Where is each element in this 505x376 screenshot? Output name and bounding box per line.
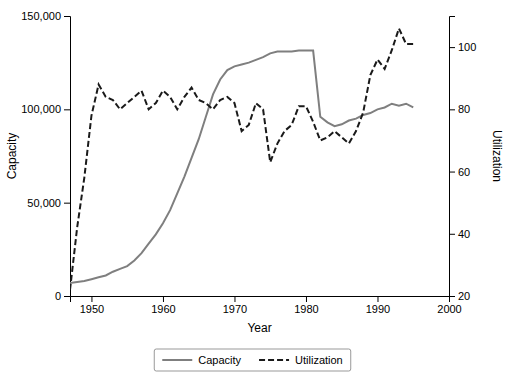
tick-label: 1990 — [366, 303, 390, 315]
tick: 1980 — [294, 296, 318, 315]
tick-label: 100,000 — [21, 103, 61, 115]
legend-label: Capacity — [198, 354, 241, 366]
tick-label: 150,000 — [21, 10, 61, 22]
tick-label: 1960 — [151, 303, 175, 315]
tick-label: 2000 — [437, 303, 461, 315]
tick: 100 — [449, 41, 476, 53]
series-line — [70, 51, 413, 283]
y2-axis-title: Utilization — [490, 130, 504, 182]
tick-mark — [64, 109, 70, 110]
legend-label: Utilization — [295, 354, 343, 366]
tick: 20 — [449, 290, 470, 302]
tick: 0 — [55, 290, 70, 302]
y2-axis: 20 40 60 80 100 — [449, 17, 476, 303]
tick-mark — [163, 296, 164, 302]
plot: 1950 1960 1970 1980 1990 2000 0 50,000 100,000 15… — [21, 10, 476, 315]
tick-mark — [449, 296, 455, 297]
x-axis-title: Year — [247, 321, 271, 335]
tick-mark — [449, 109, 455, 110]
tick-label: 50,000 — [27, 197, 61, 209]
tick: 60 — [449, 166, 470, 178]
tick: 100,000 — [21, 103, 70, 115]
tick: 150,000 — [21, 10, 70, 22]
legend-swatch — [162, 359, 192, 361]
tick-label: 60 — [458, 166, 470, 178]
legend-item: Utilization — [259, 354, 343, 366]
tick-label: 40 — [458, 228, 470, 240]
tick-mark — [449, 234, 455, 235]
legend-swatch — [259, 359, 289, 361]
tick-label: 0 — [55, 290, 61, 302]
y-axis-title: Capacity — [5, 133, 19, 180]
tick-label: 80 — [458, 103, 470, 115]
tick: 80 — [449, 103, 470, 115]
legend: Capacity Utilization — [154, 349, 350, 371]
tick-mark — [64, 203, 70, 204]
tick: 50,000 — [27, 197, 70, 209]
tick-mark — [449, 47, 455, 48]
legend-box — [154, 349, 350, 371]
tick-label: 1980 — [294, 303, 318, 315]
tick-mark — [91, 296, 92, 302]
tick-label: 1950 — [80, 303, 104, 315]
axis-line — [64, 17, 71, 297]
legend-item: Capacity — [162, 354, 241, 366]
series-line — [70, 28, 413, 289]
lines — [70, 28, 413, 289]
tick-label: 1970 — [223, 303, 247, 315]
x-axis: 1950 1960 1970 1980 1990 2000 — [71, 296, 462, 315]
tick: 1970 — [223, 296, 247, 315]
tick-mark — [64, 16, 70, 17]
chart: 1950 1960 1970 1980 1990 2000 0 50,000 100,000 15… — [0, 0, 505, 376]
tick-label: 20 — [458, 290, 470, 302]
tick-label: 100 — [458, 41, 476, 53]
tick: 1950 — [80, 296, 104, 315]
tick-mark — [449, 172, 455, 173]
tick: 1990 — [366, 296, 390, 315]
tick-mark — [306, 296, 307, 302]
tick: 1960 — [151, 296, 175, 315]
tick-mark — [377, 296, 378, 302]
tick-mark — [64, 296, 70, 297]
axis-line — [450, 17, 456, 297]
tick-mark — [234, 296, 235, 302]
tick: 40 — [449, 228, 470, 240]
y-axis: 0 50,000 100,000 150,000 — [21, 10, 70, 302]
axis-line — [71, 297, 450, 303]
